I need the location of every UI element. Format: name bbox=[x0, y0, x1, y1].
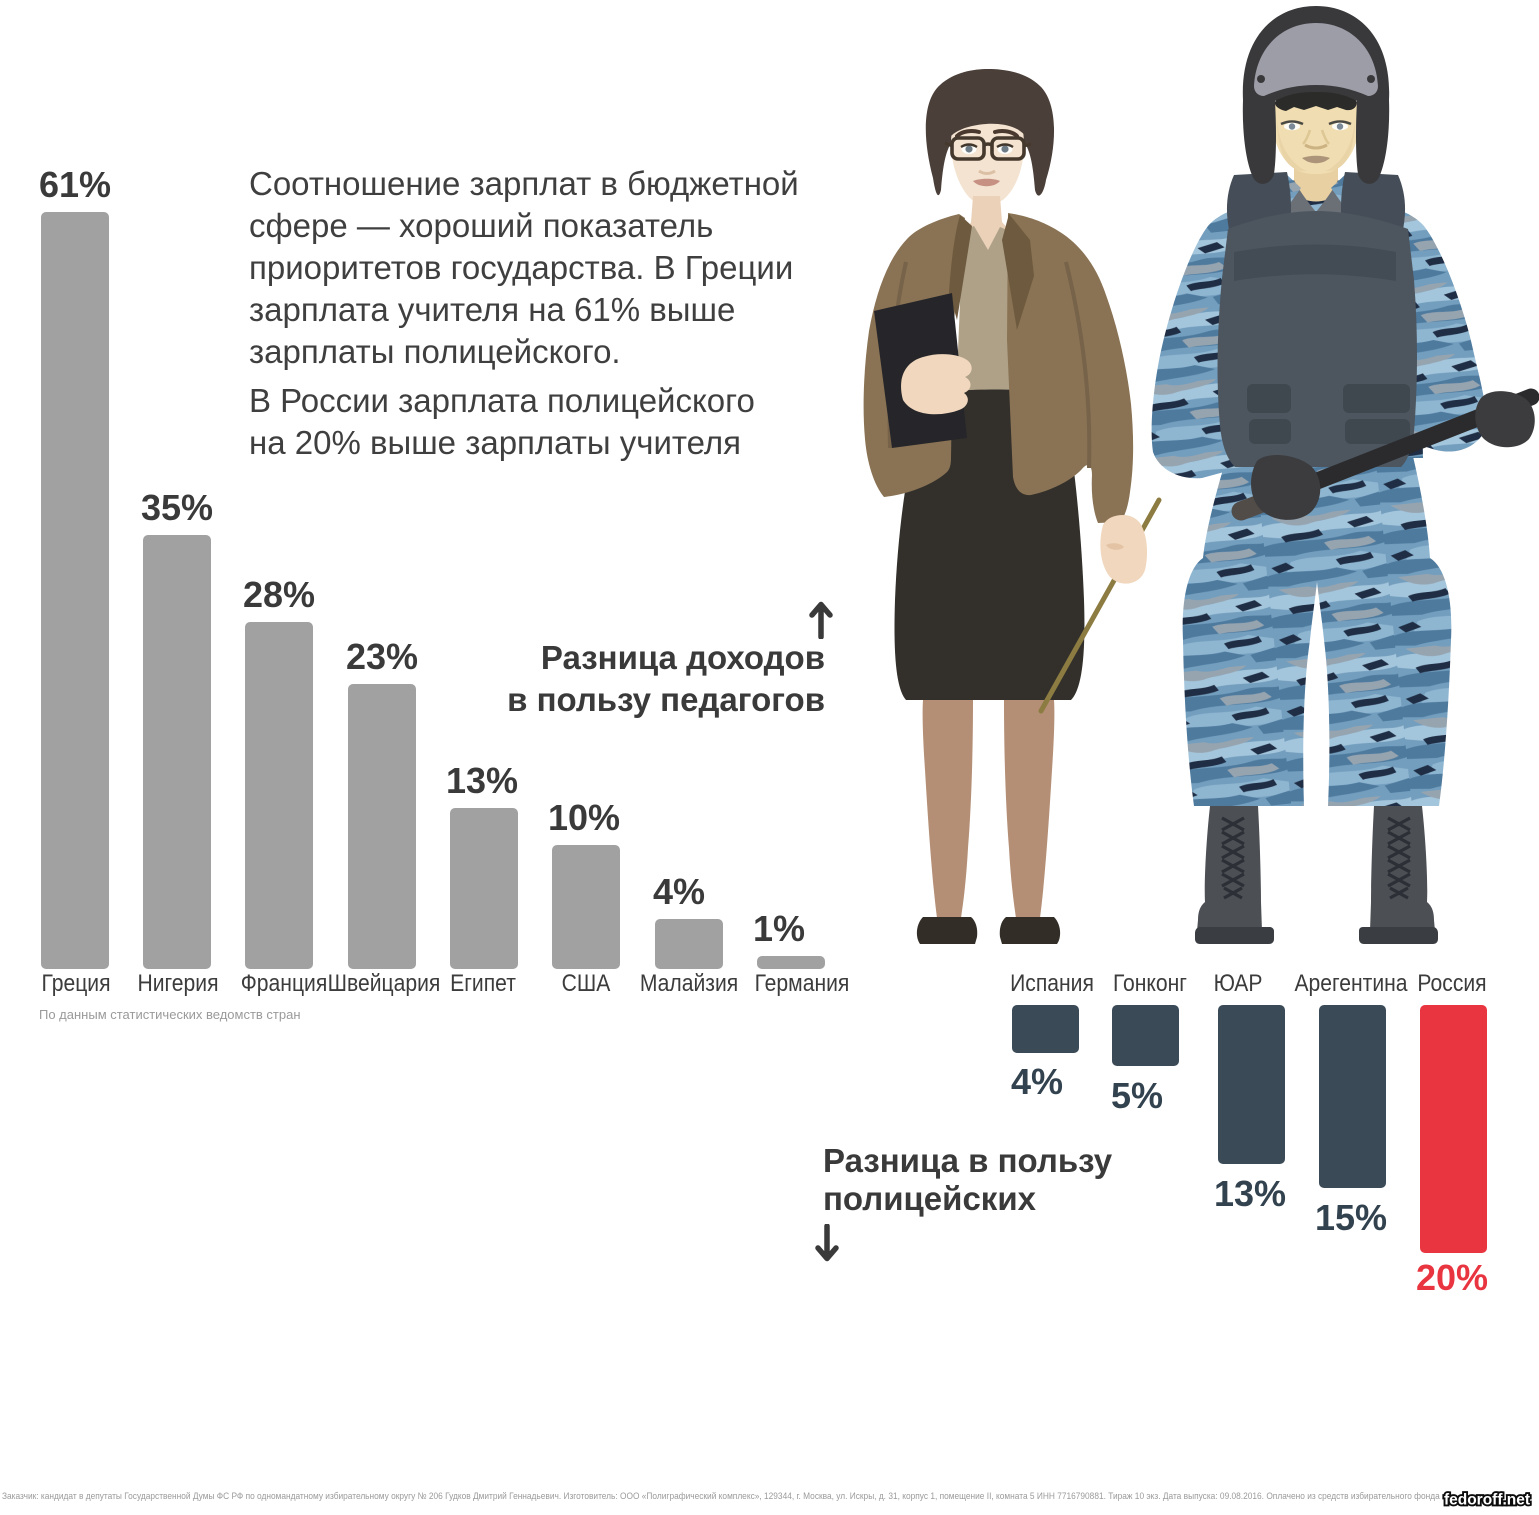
svg-text:fedoroff.net: fedoroff.net bbox=[1444, 1492, 1530, 1509]
